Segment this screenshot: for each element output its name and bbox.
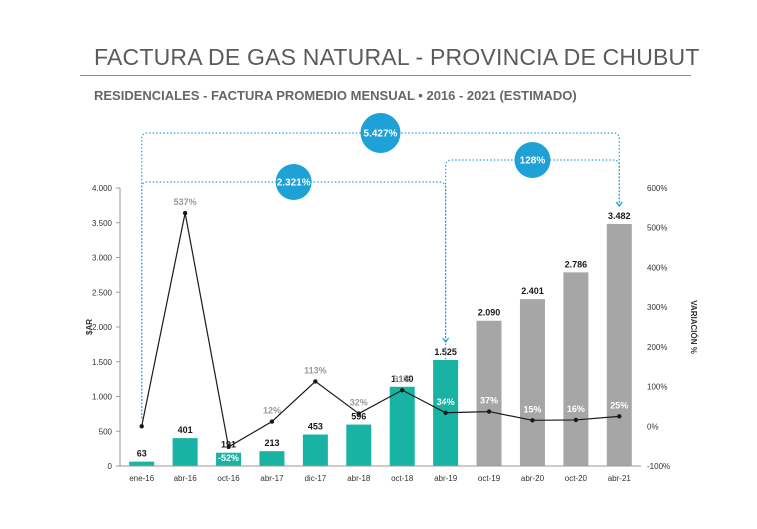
category-label: dic-17: [304, 474, 326, 483]
annotation-bubble: [275, 164, 312, 200]
variation-point: [139, 424, 144, 429]
right-axis-title: VARIACIÓN %: [689, 300, 698, 354]
variation-point: [443, 410, 448, 415]
category-label: oct-16: [217, 474, 240, 483]
bar-value-label: 453: [308, 422, 323, 432]
right-axis-tick-label: 100%: [647, 383, 667, 392]
right-axis-tick-label: 0%: [647, 422, 659, 431]
variation-point: [269, 419, 275, 424]
bar: [129, 461, 155, 466]
annotation-label: 2.321%: [277, 178, 311, 189]
variation-label: 15%: [523, 404, 541, 414]
annotation-arrowhead: [442, 337, 450, 344]
variation-label: 12%: [263, 406, 281, 416]
left-axis-tick-label: 0: [108, 462, 113, 471]
variation-label: 34%: [437, 397, 455, 407]
variation-label: 37%: [480, 396, 498, 406]
left-axis-tick-label: 3.000: [92, 254, 113, 263]
right-axis-tick-label: 300%: [647, 303, 667, 312]
variation-point: [356, 411, 361, 416]
bar: [606, 224, 632, 466]
variation-label: 16%: [567, 404, 585, 414]
left-axis-title: $AR: [85, 319, 94, 335]
bar: [389, 386, 415, 466]
bar-value-label: 2.401: [521, 286, 544, 296]
right-axis-tick-label: 200%: [647, 343, 667, 352]
left-axis-tick-label: 1.000: [92, 393, 113, 402]
bar: [302, 434, 328, 466]
right-axis-tick-label: 600%: [647, 184, 667, 193]
category-label: abr-17: [260, 474, 284, 483]
variation-label: 25%: [610, 400, 628, 410]
left-axis-tick-label: 2.000: [92, 323, 113, 332]
category-label: abr-19: [434, 474, 458, 483]
variation-label: 113%: [304, 365, 327, 375]
category-label: oct-19: [478, 474, 501, 483]
chart-title: FACTURA DE GAS NATURAL - PROVINCIA DE CH…: [94, 44, 700, 70]
left-axis-tick-label: 3.500: [92, 219, 113, 228]
left-axis-tick-label: 2.500: [92, 288, 113, 297]
variation-label: -52%: [218, 453, 239, 463]
category-label: ene-16: [129, 474, 154, 483]
variation-point: [573, 417, 579, 423]
annotation-label: 128%: [520, 156, 546, 167]
variation-point: [313, 379, 318, 384]
bar: [259, 451, 285, 466]
category-label: oct-18: [391, 474, 414, 483]
bar-value-label: 596: [351, 412, 366, 422]
bar: [563, 272, 589, 466]
bar: [346, 424, 372, 466]
bar: [476, 320, 502, 466]
right-axis-tick-label: 500%: [647, 224, 667, 233]
bar: [172, 438, 198, 466]
bar-value-label: 401: [178, 425, 193, 435]
bar-value-label: 2.786: [565, 259, 588, 269]
title-divider: [80, 75, 691, 76]
variation-label: 32%: [350, 398, 368, 408]
left-axis-tick-label: 500: [99, 427, 113, 436]
bar-value-label: 213: [264, 438, 279, 448]
bar-value-label: 3.482: [608, 211, 631, 221]
bar: [519, 299, 545, 466]
category-label: abr-20: [521, 474, 545, 483]
annotation-arrowhead: [615, 201, 623, 208]
annotation-bracket: [141, 132, 620, 419]
variation-point: [617, 414, 622, 419]
annotation-bubble: [514, 142, 551, 178]
annotation-label: 5.427%: [364, 129, 398, 140]
variation-point: [400, 387, 405, 393]
variation-label: 91%: [393, 374, 411, 384]
left-axis-tick-label: 1.500: [92, 358, 113, 367]
left-axis-tick-label: 4.000: [92, 184, 113, 193]
bar-value-label: 63: [137, 449, 147, 459]
category-label: oct-20: [565, 474, 588, 483]
variation-line: [141, 212, 620, 448]
chart-subtitle: RESIDENCIALES - FACTURA PROMEDIO MENSUAL…: [94, 88, 577, 103]
variation-point: [530, 418, 535, 423]
variation-point: [226, 444, 231, 450]
bar: [216, 452, 242, 466]
annotation-bubble: [360, 113, 401, 153]
variation-point: [182, 210, 188, 216]
right-axis-tick-label: 400%: [647, 263, 667, 272]
right-axis-tick-label: -100%: [647, 462, 670, 471]
category-label: abr-21: [608, 474, 632, 483]
variation-label: 537%: [174, 197, 197, 207]
variation-point: [486, 409, 492, 414]
category-label: abr-18: [347, 474, 371, 483]
bar-value-label: 1.140: [391, 374, 414, 384]
category-label: abr-16: [174, 474, 198, 483]
bar-value-label: 2.090: [478, 308, 501, 318]
